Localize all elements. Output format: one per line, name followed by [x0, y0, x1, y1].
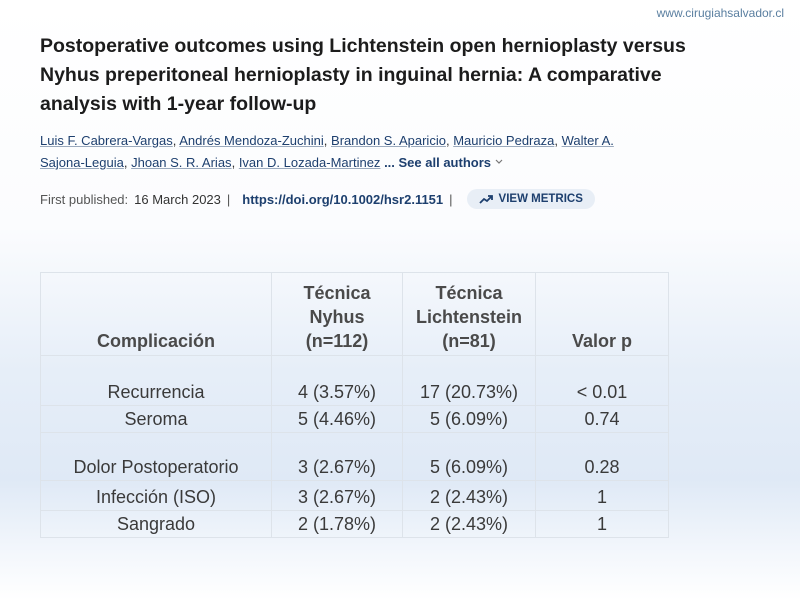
table-cell: Seroma	[40, 405, 272, 433]
separator: |	[449, 191, 453, 207]
author-separator: ,	[323, 133, 328, 148]
table-cell: Infección (ISO)	[40, 480, 272, 511]
table-cell: 0.74	[535, 405, 669, 433]
table-row: Infección (ISO) 3 (2.67%) 2 (2.43%) 1	[40, 480, 669, 511]
table-cell: 2 (1.78%)	[271, 510, 403, 538]
author-link[interactable]: Andrés Mendoza-Zuchini	[179, 133, 324, 148]
author-separator: ,	[172, 133, 177, 148]
table-body: Recurrencia 4 (3.57%) 17 (20.73%) < 0.01 Ser…	[40, 355, 669, 538]
table-cell: Sangrado	[40, 510, 272, 538]
article-title: Postoperative outcomes using Lichtenstei…	[40, 35, 686, 115]
author-separator: ,	[123, 155, 128, 170]
header-row: Complicación Técnica Nyhus (n=112) Técnica…	[40, 272, 669, 356]
table-cell: 0.28	[535, 432, 669, 481]
author-separator: ,	[445, 133, 450, 148]
table-cell: 1	[535, 480, 669, 511]
author-separator: ,	[554, 133, 558, 148]
table-cell: 1	[535, 510, 669, 538]
table-cell: Recurrencia	[40, 355, 272, 406]
table-cell: 3 (2.67%)	[271, 480, 403, 511]
separator: |	[226, 191, 231, 207]
table-cell: < 0.01	[535, 355, 669, 406]
header-cell: Técnica Nyhus (n=112)	[271, 272, 403, 356]
header-cell: Técnica Lichtenstein (n=81)	[402, 272, 536, 356]
header-cell: Valor p	[535, 272, 669, 356]
table-cell: 3 (2.67%)	[271, 432, 403, 481]
header-cell: Complicación	[40, 272, 272, 356]
chevron-icon	[495, 159, 503, 164]
trend-icon	[478, 195, 493, 204]
table-cell: 17 (20.73%)	[402, 355, 536, 406]
author-link[interactable]: Ivan D. Lozada-Martinez	[238, 155, 381, 170]
table-row: Recurrencia 4 (3.57%) 17 (20.73%) < 0.01	[40, 355, 669, 406]
doi-link[interactable]: https://doi.org/10.1002/hsr2.1151	[242, 191, 444, 207]
table-cell: 4 (3.57%)	[271, 355, 403, 406]
metrics-label: VIEW METRICS	[498, 193, 583, 205]
author-list: Luis F. Cabrera-Vargas, Andrés Mendoza-Z…	[40, 130, 640, 174]
view-metrics-button[interactable]: VIEW METRICS	[466, 189, 595, 209]
author-link[interactable]: Brandon S. Aparicio	[331, 133, 446, 148]
table-cell: 5 (4.46%)	[271, 405, 403, 433]
author-link[interactable]: Walter A. Sajona-Leguia	[40, 133, 614, 170]
author-separator: ,	[231, 155, 236, 170]
table-row: Sangrado 2 (1.78%) 2 (2.43%) 1	[40, 510, 669, 538]
published-date: 16 March 2023	[134, 191, 221, 207]
table-cell: 5 (6.09%)	[402, 432, 536, 481]
author-link[interactable]: Luis F. Cabrera-Vargas	[40, 133, 173, 148]
table-cell: Dolor Postoperatorio	[40, 432, 272, 481]
see-all-authors[interactable]: ... See all authors	[384, 155, 491, 170]
table-row: Dolor Postoperatorio 3 (2.67%) 5 (6.09%) 0.…	[40, 432, 669, 481]
table-cell: 5 (6.09%)	[402, 405, 536, 433]
complications-table: Complicación Técnica Nyhus (n=112) Técnica…	[40, 272, 669, 538]
author-link[interactable]: Mauricio Pedraza	[453, 133, 555, 148]
table-row: Seroma 5 (4.46%) 5 (6.09%) 0.74	[40, 405, 669, 433]
published-label: First published:	[40, 191, 129, 207]
table-cell: 2 (2.43%)	[402, 480, 536, 511]
publication-meta: First published: 16 March 2023 | https:/…	[40, 188, 595, 210]
site-url: www.cirugiahsalvador.cl	[656, 6, 784, 20]
author-link[interactable]: Jhoan S. R. Arias	[131, 155, 232, 170]
table-cell: 2 (2.43%)	[402, 510, 536, 538]
